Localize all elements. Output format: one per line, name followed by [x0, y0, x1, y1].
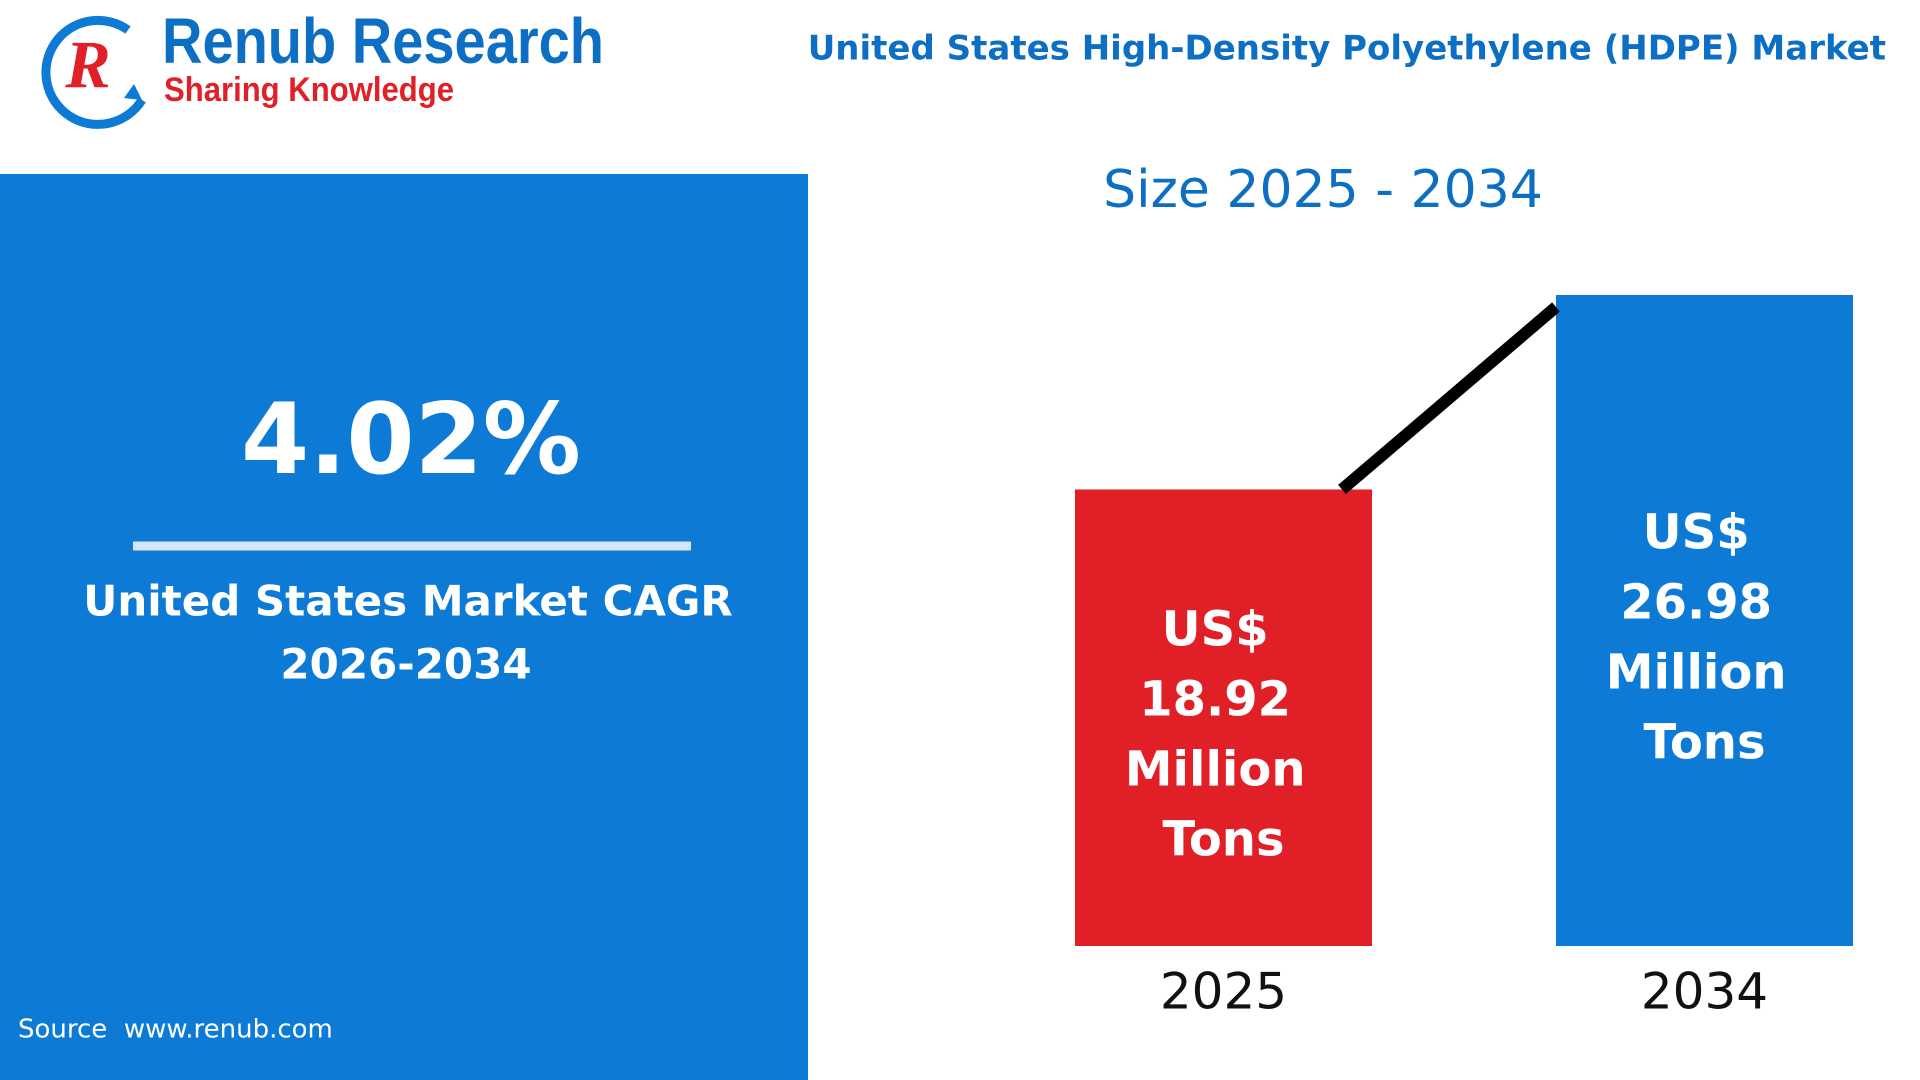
- logo-arrow: [124, 84, 142, 100]
- logo: R: [41, 15, 146, 129]
- cagr-period: 2026-2034: [280, 640, 531, 689]
- x-tick-label: 2034: [1641, 963, 1768, 1021]
- logo-letter: R: [64, 27, 110, 103]
- brand-tagline: Sharing Knowledge: [164, 71, 454, 109]
- value-label: US$ 26.98 Million Tons: [1606, 505, 1803, 771]
- source: Source www.renub.com: [18, 1015, 333, 1045]
- bar-chart: US$ 18.92 Million Tons 2025 US$ 26.98 Mill…: [1075, 295, 1853, 1021]
- bar: [1556, 295, 1853, 946]
- cagr-value: 4.02%: [241, 383, 581, 497]
- x-tick-label: 2025: [1160, 963, 1287, 1021]
- chart-title: Size 2025 - 2034: [1103, 160, 1543, 220]
- value-label: US$ 18.92 Million Tons: [1125, 602, 1322, 868]
- page-title: United States High-Density Polyethylene …: [808, 29, 1886, 69]
- cagr-panel: [0, 174, 808, 1080]
- bar: [1075, 489, 1372, 946]
- logo-ring: [41, 15, 146, 129]
- cagr-label: United States Market CAGR: [83, 577, 732, 626]
- brand-name: Renub Research: [162, 5, 604, 77]
- trend-connector: [1338, 302, 1560, 495]
